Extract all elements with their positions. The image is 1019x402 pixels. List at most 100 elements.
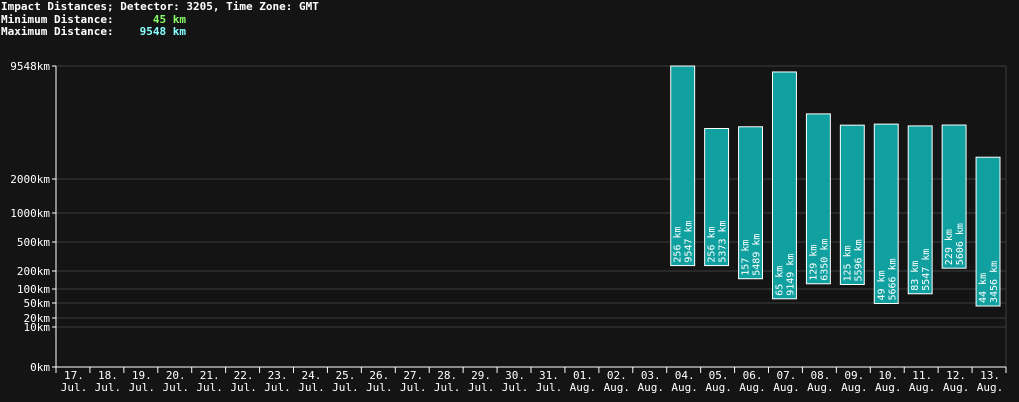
x-tick-label-day: 08. (810, 369, 830, 382)
chart-header: Impact Distances; Detector: 3205, Time Z… (1, 0, 1011, 38)
x-tick-label-day: 24. (302, 369, 322, 382)
x-tick-label-day: 19. (132, 369, 152, 382)
x-tick-label-day: 11. (912, 369, 932, 382)
bar-max-label: 9547 km (684, 220, 695, 262)
max-distance-value: 9548 km (133, 25, 186, 38)
x-tick-label-day: 06. (743, 369, 763, 382)
x-tick-label-day: 05. (709, 369, 729, 382)
x-tick-label-day: 20. (166, 369, 186, 382)
bar-max-label: 5547 km (921, 249, 932, 291)
distance-bar (772, 71, 797, 300)
bar-max-label: 5596 km (853, 239, 864, 281)
x-tick-label-day: 03. (641, 369, 661, 382)
distance-bar (975, 156, 1001, 307)
y-tick-label: 2000km (10, 173, 50, 186)
distance-bar (873, 123, 899, 304)
bar-max-label: 9149 km (785, 254, 796, 296)
x-tick-label-day: 13. (980, 369, 1000, 382)
min-distance-label: Minimum Distance: (1, 13, 114, 26)
x-tick-label-month: Aug. (977, 381, 1004, 394)
x-tick-label-day: 26. (369, 369, 389, 382)
bar-max-label: 5606 km (955, 223, 966, 265)
min-distance-value: 45 km (133, 13, 186, 26)
bar-max-label: 5666 km (887, 258, 898, 300)
x-tick-label-month: Jul. (129, 381, 156, 394)
x-tick-label-month: Aug. (638, 381, 665, 394)
x-tick-label-month: Jul. (434, 381, 461, 394)
x-tick-label-day: 18. (98, 369, 118, 382)
x-tick-label-day: 28. (437, 369, 457, 382)
min-distance-row: Minimum Distance: 45 km (1, 14, 1011, 26)
max-distance-label: Maximum Distance: (1, 25, 114, 38)
y-tick-label: 500km (17, 236, 50, 249)
x-tick-label-month: Jul. (163, 381, 190, 394)
y-tick-label: 0km (30, 361, 50, 374)
x-tick-label-day: 21. (200, 369, 220, 382)
x-tick-label-month: Aug. (943, 381, 970, 394)
x-tick-label-day: 02. (607, 369, 627, 382)
bar-min-label: 256 km (673, 226, 684, 262)
bar-min-label: 157 km (741, 240, 752, 276)
x-tick-label-day: 31. (539, 369, 559, 382)
y-tick-label: 100km (17, 283, 50, 296)
distance-bar (738, 126, 763, 280)
y-tick-label: 10km (24, 321, 51, 334)
bar-min-label: 65 km (774, 266, 785, 296)
x-tick-label-month: Aug. (875, 381, 902, 394)
bar-min-label: 125 km (842, 245, 853, 281)
distance-bar (907, 125, 933, 295)
x-tick-label-day: 12. (946, 369, 966, 382)
bar-min-label: 129 km (808, 245, 819, 281)
bar-min-label: 44 km (978, 273, 989, 303)
x-tick-label-month: Aug. (841, 381, 868, 394)
x-tick-label-month: Jul. (400, 381, 427, 394)
x-tick-label-day: 29. (471, 369, 491, 382)
x-tick-label-day: 23. (268, 369, 288, 382)
x-tick-label-month: Jul. (95, 381, 122, 394)
x-tick-label-day: 30. (505, 369, 525, 382)
bar-max-label: 6350 km (819, 239, 830, 281)
bar-max-label: 3456 km (989, 261, 1000, 303)
x-tick-label-day: 09. (844, 369, 864, 382)
distance-bar (704, 128, 730, 267)
x-tick-label-month: Jul. (536, 381, 563, 394)
y-tick-label: 1000km (10, 207, 50, 220)
x-tick-label-day: 10. (878, 369, 898, 382)
x-tick-label-month: Aug. (604, 381, 631, 394)
x-tick-label-month: Jul. (264, 381, 291, 394)
distance-bar (941, 124, 967, 269)
chart-title: Impact Distances; Detector: 3205, Time Z… (1, 0, 319, 13)
y-tick-label: 9548km (10, 60, 50, 73)
bar-min-label: 49 km (876, 270, 887, 300)
x-tick-label-month: Jul. (468, 381, 495, 394)
x-tick-label-month: Jul. (298, 381, 325, 394)
x-tick-label-month: Aug. (570, 381, 597, 394)
y-tick-label: 20km (24, 312, 51, 325)
bar-min-label: 229 km (944, 229, 955, 265)
x-tick-label-day: 27. (403, 369, 423, 382)
x-tick-label-day: 04. (675, 369, 695, 382)
x-tick-label-month: Jul. (196, 381, 223, 394)
bar-min-label: 83 km (910, 261, 921, 291)
x-tick-label-day: 17. (64, 369, 84, 382)
x-tick-label-month: Jul. (502, 381, 529, 394)
y-tick-label: 200km (17, 265, 50, 278)
distance-bar (839, 124, 865, 285)
y-tick-label: 50km (24, 297, 51, 310)
x-tick-label-day: 07. (777, 369, 797, 382)
x-tick-label-month: Aug. (909, 381, 936, 394)
bar-max-label: 5489 km (752, 234, 763, 276)
x-tick-label-month: Jul. (61, 381, 88, 394)
x-tick-label-month: Aug. (739, 381, 766, 394)
distance-bar (805, 113, 831, 285)
x-tick-label-month: Jul. (366, 381, 393, 394)
x-tick-label-day: 01. (573, 369, 593, 382)
x-tick-label-month: Aug. (807, 381, 834, 394)
x-tick-label-month: Aug. (773, 381, 800, 394)
max-distance-row: Maximum Distance: 9548 km (1, 26, 1011, 38)
x-tick-label-month: Aug. (671, 381, 698, 394)
x-tick-label-day: 25. (335, 369, 355, 382)
distance-bar (670, 65, 696, 267)
x-tick-label-month: Aug. (705, 381, 732, 394)
x-tick-label-month: Jul. (230, 381, 257, 394)
